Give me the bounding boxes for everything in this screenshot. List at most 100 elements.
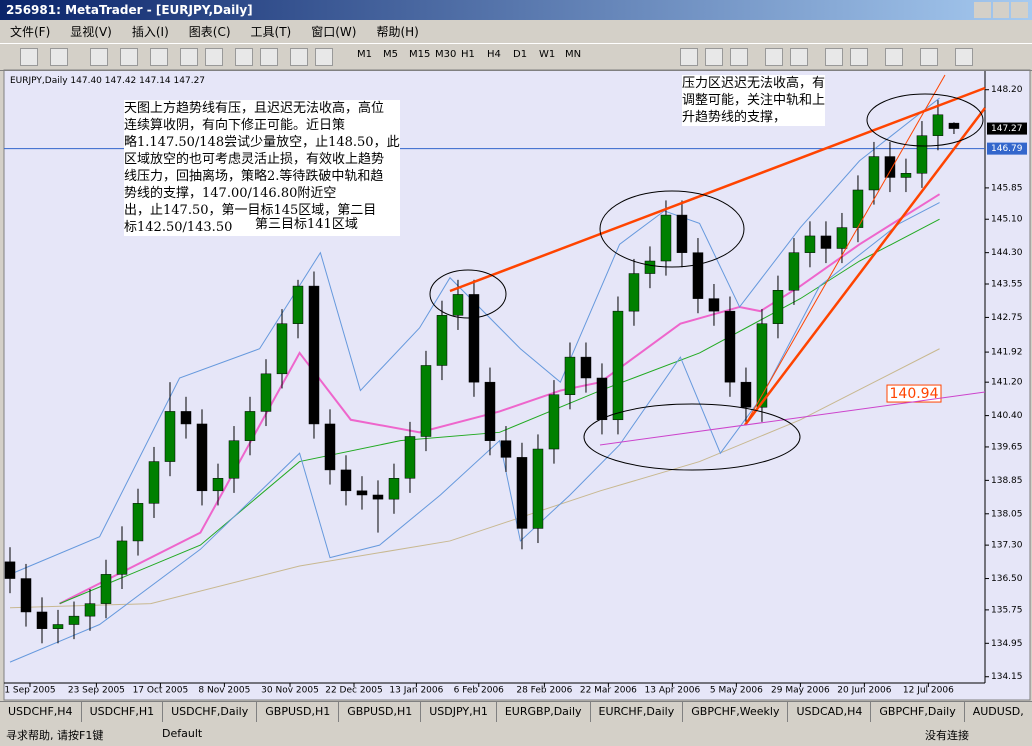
chart-tab[interactable]: AUDUSD,	[965, 702, 1032, 722]
x-tick-label: 22 Dec 2005	[325, 686, 383, 696]
timeframe-button[interactable]: MN	[565, 49, 582, 60]
candle-body	[260, 373, 272, 412]
candle-body	[804, 235, 816, 253]
chart-tab[interactable]: USDCHF,H1	[82, 702, 164, 722]
toolbar-icon[interactable]	[705, 48, 723, 66]
window-controls[interactable]	[974, 2, 1029, 18]
candle-body	[564, 356, 576, 395]
x-tick-label: 29 May 2006	[771, 686, 830, 696]
toolbar-icon[interactable]	[260, 48, 278, 66]
timeframe-button[interactable]: H4	[487, 49, 501, 60]
toolbar-icon[interactable]	[790, 48, 808, 66]
timeframe-button[interactable]: D1	[513, 49, 528, 60]
chart-tab[interactable]: USDCHF,Daily	[163, 702, 258, 722]
y-tick-label: 138.05	[991, 509, 1023, 519]
timeframe-button[interactable]: H1	[461, 49, 475, 60]
candle-body	[244, 411, 256, 441]
level-label: 140.94	[890, 386, 939, 402]
y-tick-label: 140.40	[991, 411, 1023, 421]
trendline	[744, 107, 986, 426]
candle-body	[372, 494, 384, 500]
ellipse	[583, 403, 801, 471]
annotation: 第三目标141区域	[255, 216, 358, 233]
menu-item[interactable]: 窗口(W)	[311, 25, 357, 39]
toolbar-icon[interactable]	[290, 48, 308, 66]
line-price-box	[987, 142, 1027, 155]
timeframe-button[interactable]: M1	[357, 49, 372, 60]
status-text: 寻求帮助, 请按F1键	[6, 729, 104, 742]
candle-body	[916, 135, 928, 174]
menu-item[interactable]: 帮助(H)	[376, 25, 419, 39]
chart-tab[interactable]: EURGBP,Daily	[497, 702, 591, 722]
chart-header: EURJPY,Daily 147.40 147.42 147.14 147.27	[10, 76, 205, 86]
toolbar-icon[interactable]	[850, 48, 868, 66]
toolbar-icon[interactable]	[315, 48, 333, 66]
menu-item[interactable]: 工具(T)	[250, 25, 292, 39]
toolbar-icon[interactable]	[120, 48, 138, 66]
menu-item[interactable]: 文件(F)	[10, 25, 51, 39]
chart-tab[interactable]: USDJPY,H1	[421, 702, 497, 722]
annotation-line: 第三目标141区域	[255, 217, 358, 232]
toolbar-icon[interactable]	[150, 48, 168, 66]
chart-tab[interactable]: GBPCHF,Daily	[871, 702, 965, 722]
annotation: 压力区迟迟无法收高，有 调整可能，关注中轨和上 升趋势线的支撑，	[682, 75, 826, 126]
candle-body	[708, 298, 720, 312]
chart-tab[interactable]: USDCAD,H4	[788, 702, 872, 722]
toolbar-icon[interactable]	[90, 48, 108, 66]
candle-body	[724, 310, 736, 383]
toolbar-icon[interactable]	[680, 48, 698, 66]
candle-body	[692, 252, 704, 299]
toolbar-icon[interactable]	[235, 48, 253, 66]
candle-body	[532, 448, 544, 529]
menu-item[interactable]: 显视(V)	[70, 25, 112, 39]
candle-body	[580, 356, 592, 379]
candle-body	[324, 423, 336, 471]
ohlc-value: 147.14	[139, 76, 171, 86]
timeframe-button[interactable]: M30	[435, 49, 457, 60]
y-tick-label: 137.30	[991, 541, 1023, 551]
timeframe-button[interactable]: M15	[409, 49, 431, 60]
x-tick-label: 17 Oct 2005	[133, 686, 189, 696]
y-tick-label: 134.15	[991, 672, 1023, 682]
candle-body	[468, 294, 480, 383]
toolbar-icon[interactable]	[730, 48, 748, 66]
title-bar: 256981: MetaTrader - [EURJPY,Daily]	[0, 0, 1032, 20]
x-tick-label: 28 Feb 2006	[516, 686, 572, 696]
annotation-line: 势线的支撑，147.00/146.80附近空	[124, 186, 337, 201]
toolbar-icon[interactable]	[180, 48, 198, 66]
timeframe-button[interactable]: M5	[383, 49, 398, 60]
menu-item[interactable]: 图表(C)	[188, 25, 231, 39]
candle-body	[868, 156, 880, 191]
drawings	[429, 74, 986, 471]
candle-body	[196, 423, 208, 492]
chart-tab[interactable]: USDCHF,H4	[0, 702, 82, 722]
chart-tab[interactable]: EURCHF,Daily	[591, 702, 684, 722]
candle-body	[20, 578, 32, 613]
toolbar-icon[interactable]	[765, 48, 783, 66]
toolbar-icon[interactable]	[205, 48, 223, 66]
toolbar-icon[interactable]	[50, 48, 68, 66]
chart-tab[interactable]: GBPCHF,Weekly	[683, 702, 789, 722]
candle-body	[276, 323, 288, 375]
candle-body	[516, 457, 528, 529]
timeframe-button[interactable]: W1	[539, 49, 556, 60]
toolbar-icon[interactable]	[825, 48, 843, 66]
candle-body	[180, 411, 192, 425]
candle-body	[740, 381, 752, 408]
candle-body	[148, 461, 160, 504]
menu-item[interactable]: 插入(I)	[131, 25, 169, 39]
toolbar-icon[interactable]	[920, 48, 938, 66]
toolbar-icon[interactable]	[885, 48, 903, 66]
annotation-line: 连续算收阴，有向下修正可能。近日策	[124, 118, 346, 133]
candle-body	[628, 273, 640, 312]
status-bar: 寻求帮助, 请按F1键 Default 没有连接	[0, 722, 1032, 746]
chart-tab[interactable]: GBPUSD,H1	[257, 702, 340, 722]
candle-body	[132, 503, 144, 542]
ohlc-value: 147.42	[104, 76, 137, 86]
chart-tab[interactable]: GBPUSD,H1	[339, 702, 422, 722]
toolbar-icon[interactable]	[955, 48, 973, 66]
candle-body	[4, 561, 16, 579]
toolbar-icon[interactable]	[20, 48, 38, 66]
candle-body	[164, 411, 176, 462]
